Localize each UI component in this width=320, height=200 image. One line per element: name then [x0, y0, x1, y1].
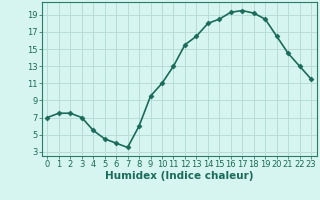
X-axis label: Humidex (Indice chaleur): Humidex (Indice chaleur)	[105, 171, 253, 181]
